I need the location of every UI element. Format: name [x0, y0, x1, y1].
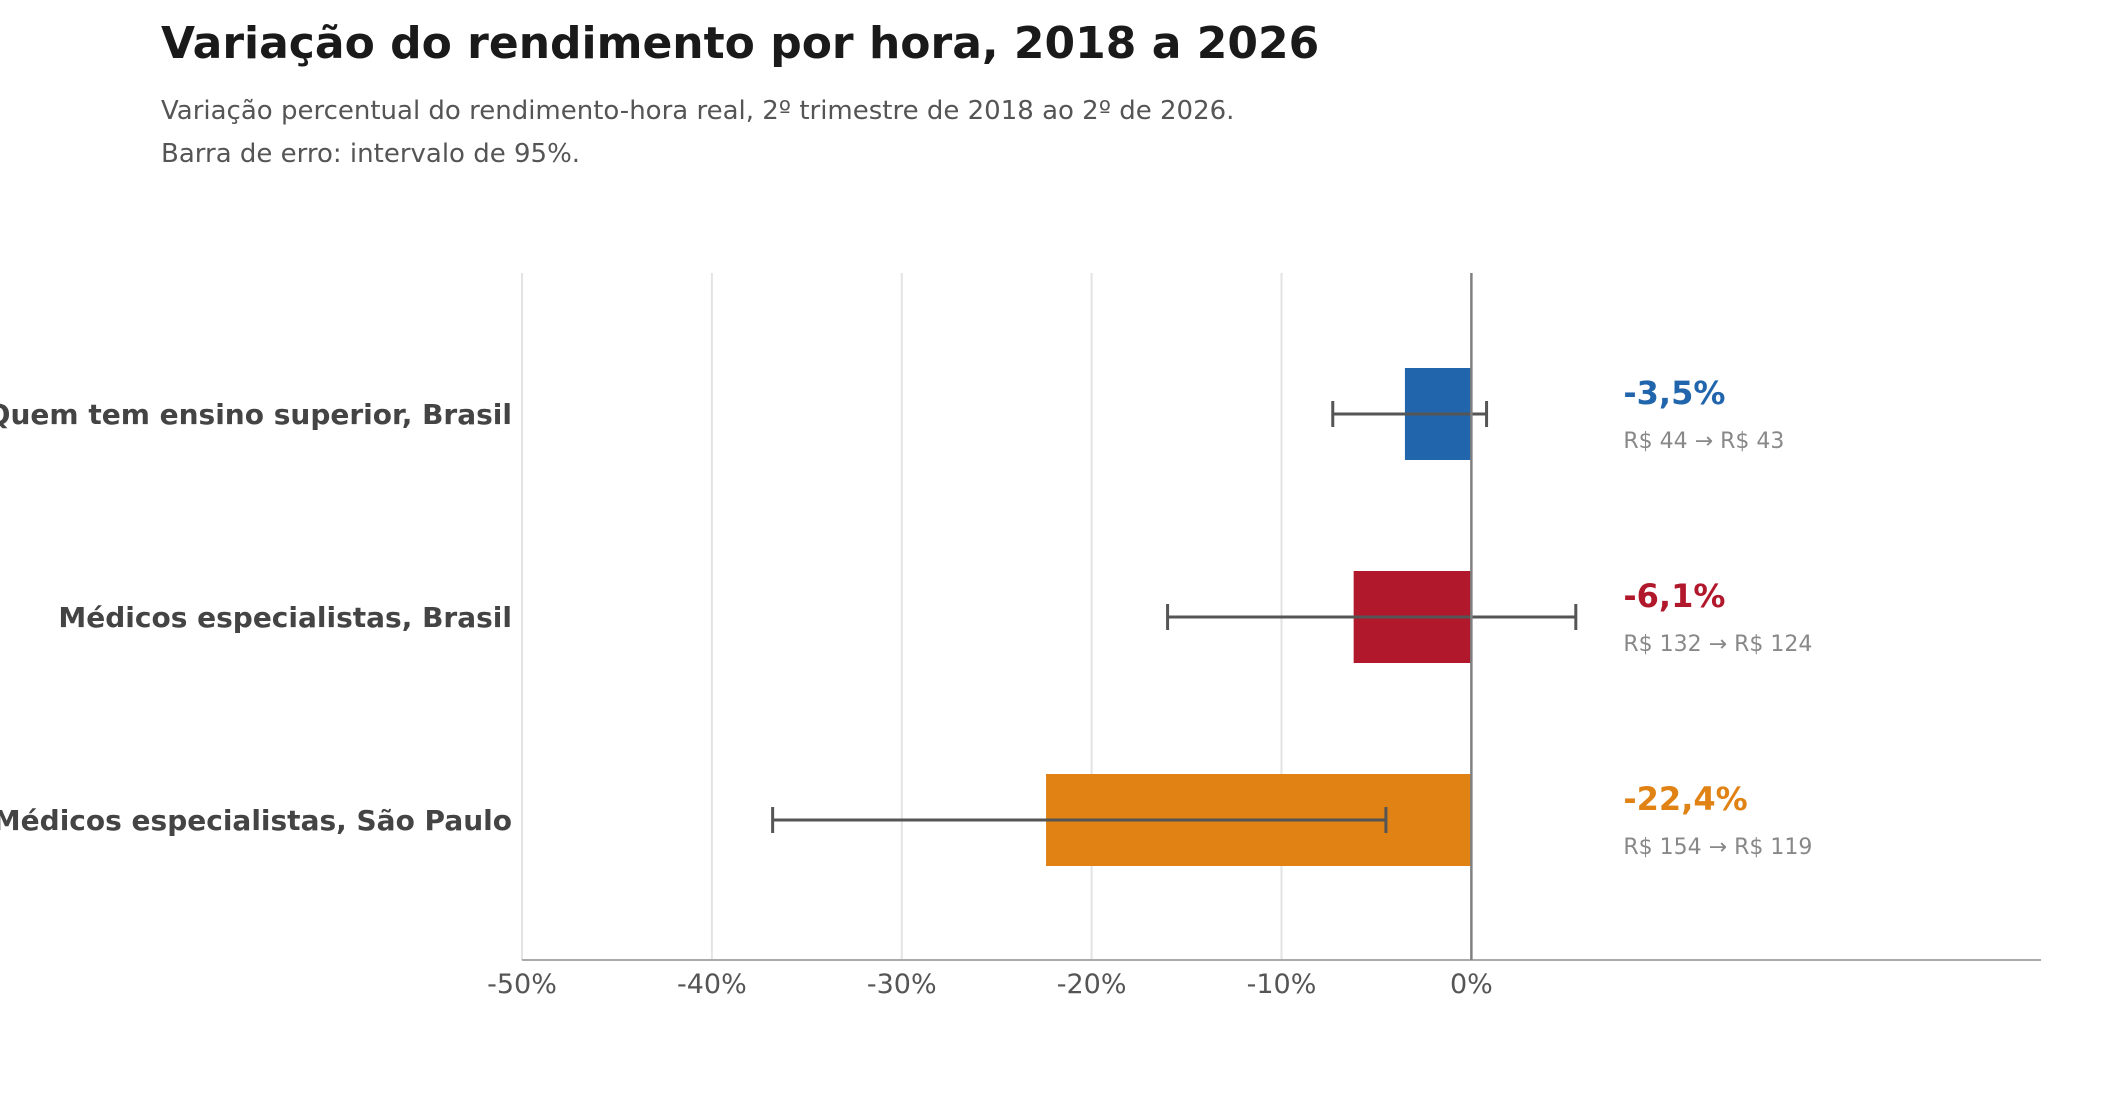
x-tick-label: -30% [867, 969, 937, 1000]
category-label: Quem tem ensino superior, Brasil [0, 398, 512, 431]
data-label: -6,1% [1623, 577, 1725, 615]
error-bars [771, 401, 1578, 833]
x-tick-labels: -50% -40% -30% -20% -10% 0% [487, 969, 1493, 1000]
x-tick-label: -20% [1057, 969, 1127, 1000]
category-labels: Quem tem ensino superior, Brasil Médicos … [0, 398, 512, 837]
x-tick-label: -10% [1247, 969, 1317, 1000]
money-label: R$ 154 → R$ 119 [1623, 835, 1812, 860]
chart-subtitle-line-2: Barra de erro: intervalo de 95%. [161, 139, 580, 169]
chart-title: Variação do rendimento por hora, 2018 a … [161, 18, 1319, 69]
category-label: Médicos especialistas, Brasil [58, 601, 512, 634]
data-label: -22,4% [1623, 780, 1747, 818]
axes [522, 273, 2041, 961]
category-label: Médicos especialistas, São Paulo [0, 804, 512, 837]
x-tick-label: -50% [487, 969, 557, 1000]
value-annotations: -3,5% R$ 44 → R$ 43 -6,1% R$ 132 → R$ 124 -2… [1623, 374, 1812, 860]
x-tick-label: -40% [677, 969, 747, 1000]
money-label: R$ 44 → R$ 43 [1623, 429, 1784, 454]
data-label: -3,5% [1623, 374, 1725, 412]
chart-subtitle-line-1: Variação percentual do rendimento-hora r… [161, 96, 1234, 126]
money-label: R$ 132 → R$ 124 [1623, 632, 1812, 657]
x-tick-label: 0% [1450, 969, 1493, 1000]
